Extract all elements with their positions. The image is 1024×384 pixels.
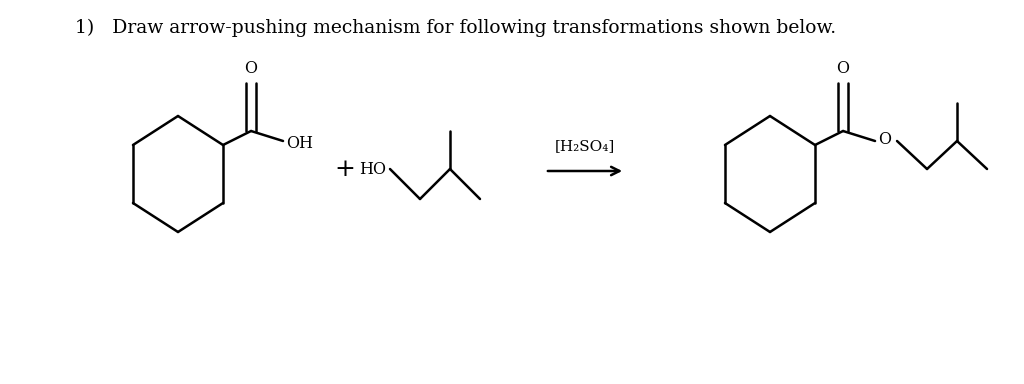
Text: 1)   Draw arrow-pushing mechanism for following transformations shown below.: 1) Draw arrow-pushing mechanism for foll… [75, 19, 837, 37]
Text: O: O [245, 60, 257, 77]
Text: O: O [878, 131, 891, 149]
Text: [H₂SO₄]: [H₂SO₄] [555, 139, 615, 153]
Text: O: O [837, 60, 850, 77]
Text: HO: HO [359, 161, 386, 177]
Text: OH: OH [286, 134, 313, 152]
Text: +: + [335, 157, 355, 180]
